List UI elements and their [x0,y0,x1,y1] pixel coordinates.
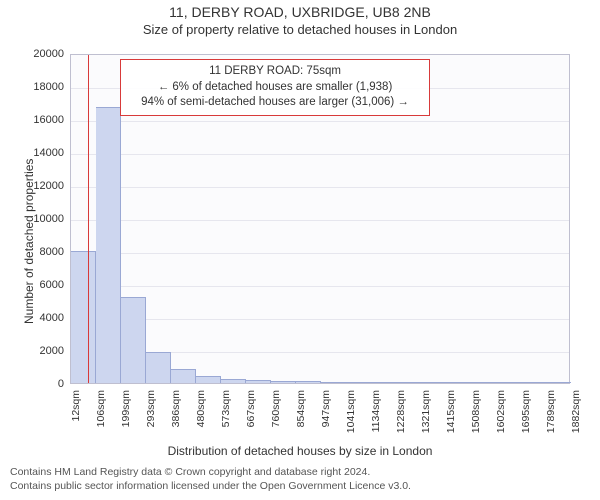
x-tick: 1882sqm [570,390,582,433]
y-tick: 20000 [0,48,64,60]
histogram-bar [446,382,471,383]
x-tick: 947sqm [320,390,332,427]
y-tick: 18000 [0,81,64,93]
histogram-bar [421,382,446,383]
y-tick: 12000 [0,180,64,192]
y-tick: 10000 [0,213,64,225]
x-tick: 386sqm [170,390,182,427]
histogram-bar [321,382,346,383]
histogram-bar [121,297,146,383]
gridline [71,187,569,188]
histogram-bar [196,376,221,383]
histogram-bar [521,382,546,383]
x-tick: 293sqm [145,390,157,427]
y-tick: 0 [0,378,64,390]
y-tick: 14000 [0,147,64,159]
histogram-bar [546,382,571,383]
x-tick: 106sqm [95,390,107,427]
x-tick: 667sqm [245,390,257,427]
x-tick: 1134sqm [370,390,382,432]
x-tick: 1602sqm [495,390,507,433]
histogram-bar [171,369,196,383]
histogram-bar [496,382,521,383]
infobox-line-2: ← 6% of detached houses are smaller (1,9… [129,80,421,96]
marker-infobox: 11 DERBY ROAD: 75sqm ← 6% of detached ho… [120,59,430,116]
chart-subtitle: Size of property relative to detached ho… [0,22,600,37]
histogram-bar [346,382,371,383]
x-tick: 12sqm [70,390,82,422]
x-tick: 1228sqm [395,390,407,433]
histogram-bar [221,379,246,383]
x-tick: 1041sqm [345,390,357,433]
footer-line-1: Contains HM Land Registry data © Crown c… [10,466,590,480]
chart-container: { "layout": { "width": 600, "height": 50… [0,4,600,500]
chart-title: 11, DERBY ROAD, UXBRIDGE, UB8 2NB [0,4,600,20]
x-tick: 1789sqm [545,390,557,433]
infobox-line-1: 11 DERBY ROAD: 75sqm [129,64,421,80]
y-tick: 16000 [0,114,64,126]
footer-line-2: Contains public sector information licen… [10,480,590,494]
gridline [71,154,569,155]
histogram-bar [296,381,321,383]
y-tick: 8000 [0,246,64,258]
x-tick: 199sqm [120,390,132,427]
x-tick: 1415sqm [445,390,457,433]
x-axis-label: Distribution of detached houses by size … [0,444,600,458]
histogram-bar [396,382,421,383]
x-tick: 854sqm [295,390,307,427]
x-tick: 1321sqm [420,390,432,433]
x-tick: 573sqm [220,390,232,427]
x-tick: 1508sqm [470,390,482,433]
y-tick: 6000 [0,279,64,291]
histogram-bar [371,382,396,383]
histogram-bar [146,352,171,383]
y-tick: 2000 [0,345,64,357]
gridline [71,253,569,254]
infobox-line-3: 94% of semi-detached houses are larger (… [129,95,421,111]
gridline [71,121,569,122]
property-marker-line [88,55,90,383]
histogram-bar [246,380,271,383]
histogram-bar [96,107,121,383]
x-tick: 760sqm [270,390,282,427]
attribution-footer: Contains HM Land Registry data © Crown c… [10,466,590,493]
histogram-bar [471,382,496,383]
x-tick: 480sqm [195,390,207,427]
histogram-bar [71,251,96,383]
x-tick: 1695sqm [520,390,532,433]
y-tick: 4000 [0,312,64,324]
gridline [71,220,569,221]
histogram-bar [271,381,296,383]
gridline [71,286,569,287]
